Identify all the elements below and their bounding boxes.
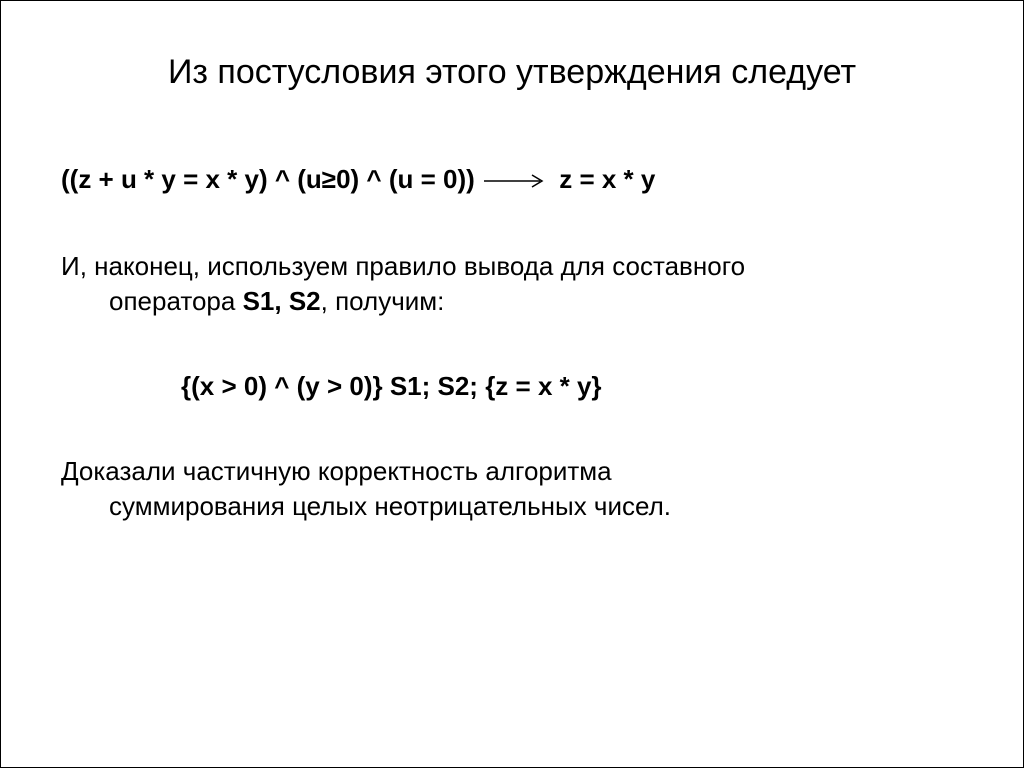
implies-arrow-icon	[482, 164, 552, 199]
para1-line2: оператора S1, S2, получим:	[61, 284, 963, 319]
slide-title: Из постусловия этого утверждения следует	[61, 53, 963, 92]
postcondition-formula: ((z + u * y = x * y) ^ (u≥0) ^ (u = 0)) …	[61, 162, 963, 199]
paragraph-2: Доказали частичную корректность алгоритм…	[61, 454, 963, 524]
para1-line1: И, наконец, используем правило вывода дл…	[61, 249, 963, 284]
para2-line2: суммирования целых неотрицательных чисел…	[61, 489, 963, 524]
compound-operator-formula: {(x > 0) ^ (y > 0)} S1; S2; {z = x * y}	[61, 369, 963, 404]
formula1-right: z = x * y	[559, 164, 655, 194]
formula1-left: ((z + u * y = x * y) ^ (u≥0) ^ (u = 0))	[61, 164, 475, 194]
slide-body: ((z + u * y = x * y) ^ (u≥0) ^ (u = 0)) …	[61, 162, 963, 524]
para2-line1: Доказали частичную корректность алгоритм…	[61, 454, 963, 489]
paragraph-1: И, наконец, используем правило вывода дл…	[61, 249, 963, 319]
slide-frame: Из постусловия этого утверждения следует…	[0, 0, 1024, 768]
